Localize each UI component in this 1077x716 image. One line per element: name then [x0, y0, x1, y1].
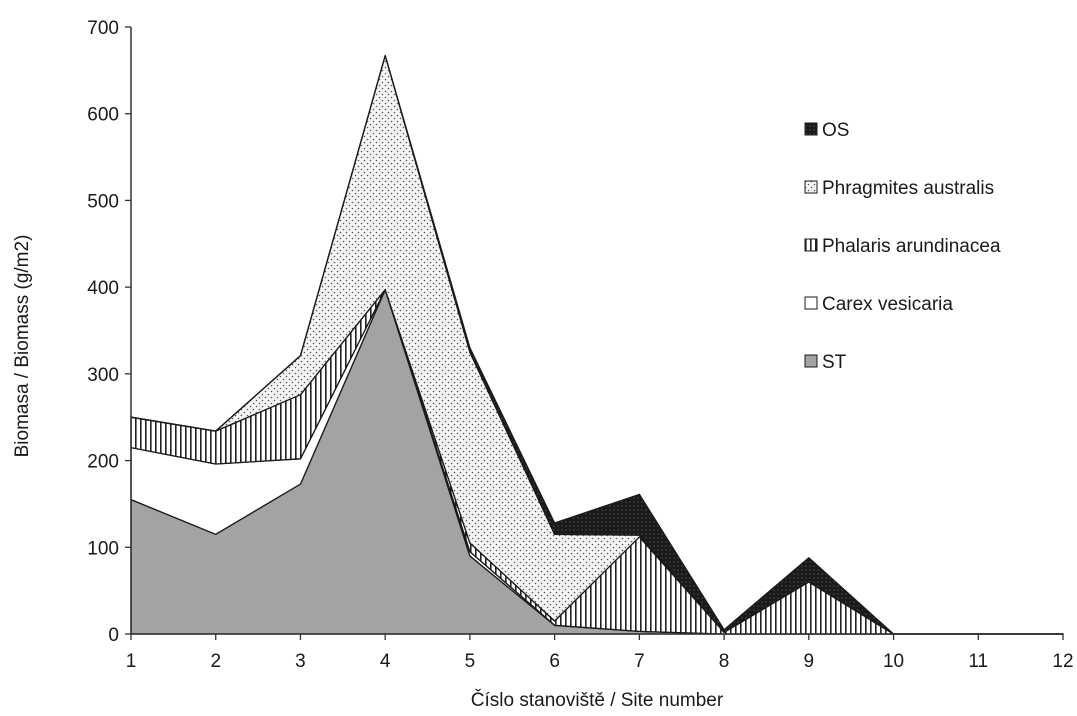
x-tick-label: 2 — [210, 651, 221, 672]
y-tick-label: 200 — [87, 452, 119, 473]
legend-label-os: OS — [822, 120, 849, 141]
x-tick-label: 5 — [465, 651, 476, 672]
areas-layer — [130, 54, 1064, 635]
x-axis-title: Číslo stanoviště / Site number — [471, 689, 724, 711]
legend-swatch-phalaris-arundinacea — [804, 238, 818, 252]
legend-label-st: ST — [822, 352, 847, 373]
axes-layer — [130, 27, 1063, 635]
y-tick-label: 600 — [87, 105, 119, 126]
x-tick-label: 8 — [719, 651, 730, 672]
legend-swatch-phragmites-australis — [804, 180, 818, 194]
y-axis-title: Biomasa / Biomass (g/m2) — [12, 235, 33, 458]
legend-label-phragmites-australis: Phragmites australis — [822, 178, 994, 199]
y-tick-label: 0 — [108, 625, 119, 646]
x-tick-label: 12 — [1052, 651, 1073, 672]
legend-swatch-carex-vesicaria — [804, 296, 818, 310]
legend-swatch-st — [804, 354, 818, 368]
y-tick-label: 300 — [87, 365, 119, 386]
x-tick-label: 9 — [804, 651, 815, 672]
y-tick-label: 100 — [87, 538, 119, 559]
x-tick-label: 7 — [634, 651, 645, 672]
y-tick-label: 500 — [87, 191, 119, 212]
x-tick-label: 11 — [968, 651, 988, 672]
x-tick-label: 10 — [883, 651, 904, 672]
x-tick-label: 1 — [126, 651, 137, 672]
legend: OS Phragmites australis Phalaris arundinac… — [804, 120, 1001, 373]
x-tick-label: 4 — [380, 651, 391, 672]
y-tick-label: 400 — [87, 278, 119, 299]
legend-swatch-os — [804, 122, 818, 136]
x-tick-label: 6 — [549, 651, 560, 672]
x-tick-label: 3 — [295, 651, 306, 672]
legend-label-phalaris-arundinacea: Phalaris arundinacea — [822, 236, 1001, 257]
y-tick-label: 700 — [87, 18, 119, 39]
legend-label-carex-vesicaria: Carex vesicaria — [822, 294, 953, 315]
